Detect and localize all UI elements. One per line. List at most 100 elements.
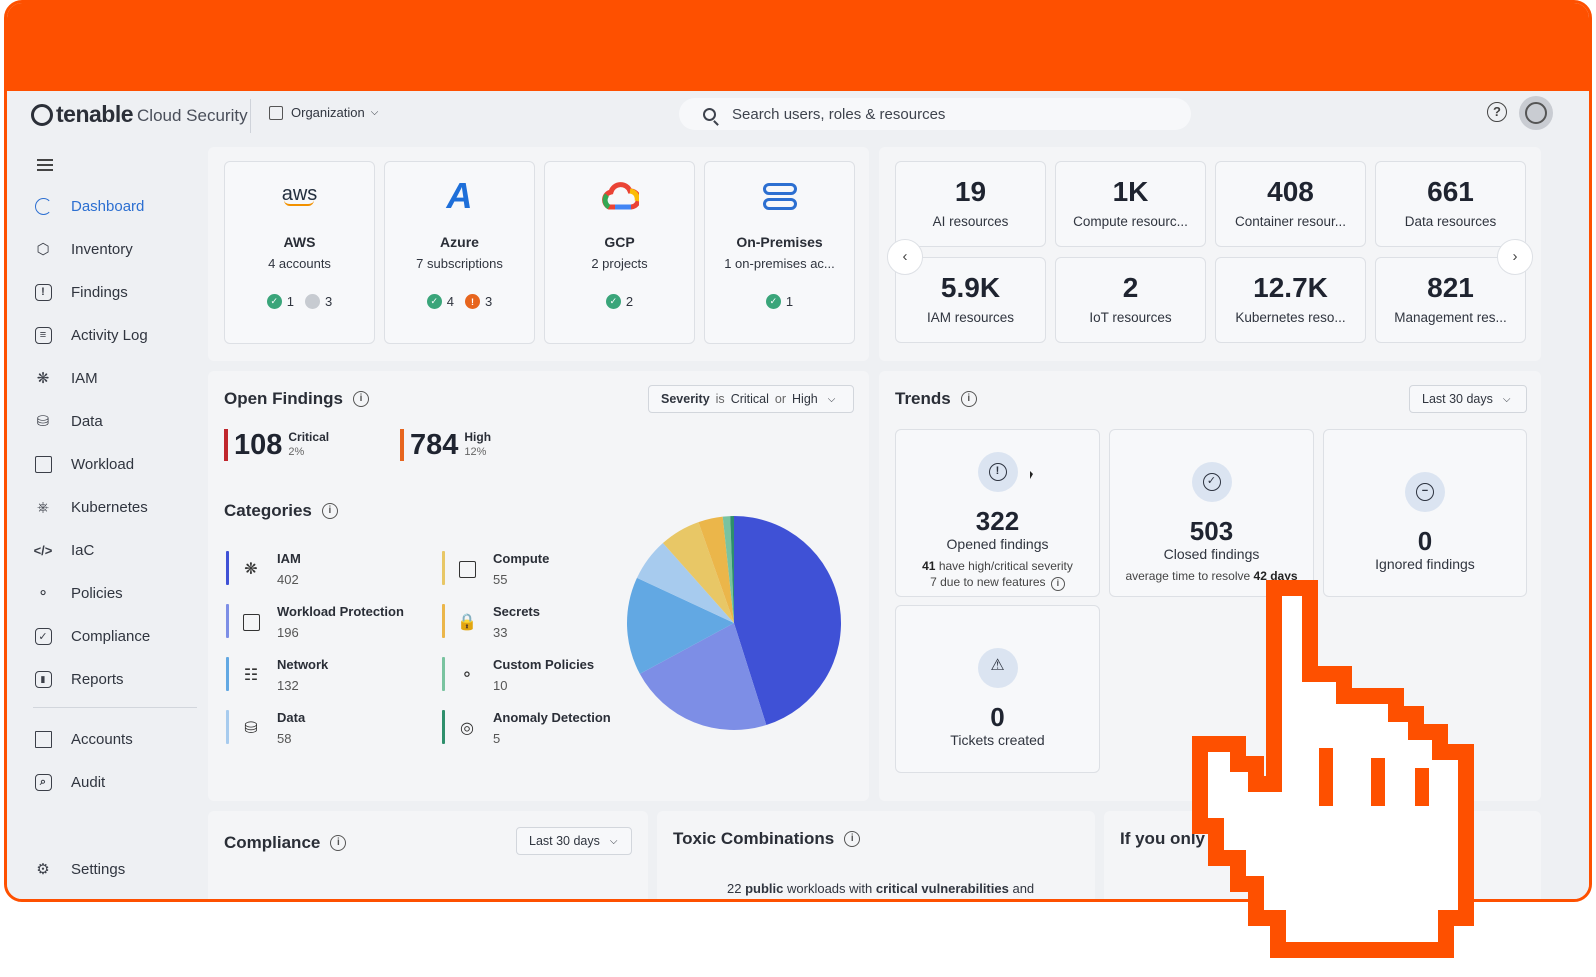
toxic-combination-item[interactable]: 22 public workloads with critical vulner… [727,881,1035,896]
category-count: 196 [277,625,299,640]
sidebar-item-iac[interactable]: </> IaC [29,533,199,567]
toxic-title: Toxic Combinations i [673,829,861,849]
tenable-logo[interactable]: tenable Cloud Security [31,101,248,128]
trend-opened-findings[interactable]: ! 322 Opened findings 41 have high/criti… [895,429,1100,597]
chip-icon [239,610,263,634]
pie-slice-iam[interactable] [734,516,841,726]
high-count[interactable]: 784 High 12% [400,429,491,461]
sidebar-item-activity-log[interactable]: ≡ Activity Log [29,318,199,352]
cloud-card-aws[interactable]: aws AWS 4 accounts ✓ 1 3 [224,161,375,344]
sidebar-item-data[interactable]: ⛁ Data [29,404,199,438]
info-icon[interactable]: i [353,391,369,407]
info-icon[interactable]: i [321,503,338,519]
help-icon[interactable]: ? [1487,102,1507,122]
sidebar-item-findings[interactable]: ! Findings [29,275,199,309]
info-icon[interactable]: i [1050,577,1065,591]
category-secrets[interactable]: 🔒 Secrets 33 [442,604,540,644]
sidebar-item-iam[interactable]: ❋ IAM [29,361,199,395]
sidebar-item-reports[interactable]: ▮ Reports [29,662,199,696]
sidebar-item-label: Settings [71,860,126,878]
category-custom-policies[interactable]: ⚬ Custom Policies 10 [442,657,594,697]
cloud-sub: 1 on-premises ac... [724,256,835,271]
carousel-prev-button[interactable]: ‹ [887,239,923,275]
chevron-down-icon: ⌵ [370,107,379,118]
filter-or: or [774,392,787,406]
compliance-range-select[interactable]: Last 30 days ⌵ [516,827,632,855]
sidebar-item-kubernetes[interactable]: ⎈ Kubernetes [29,490,199,524]
cloud-status: ✓ 1 [705,294,854,309]
pie-slice-anomaly-detection[interactable] [730,516,734,623]
avatar[interactable] [1519,96,1553,130]
search-input[interactable]: Search users, roles & resources [732,105,946,123]
resource-count: 12.7K [1253,272,1328,303]
trend-value: 322 [975,506,1020,536]
severity-filter[interactable]: Severity is Critical or High ⌵ [648,385,854,413]
chart-icon: ▮ [33,669,53,689]
pie-slice-workload-protection[interactable] [639,623,767,730]
category-anomaly-detection[interactable]: ◎ Anomaly Detection 5 [442,710,611,750]
resource-card[interactable]: 1K Compute resourc... [1055,161,1206,247]
resource-card[interactable]: 5.9K IAM resources [895,257,1046,343]
sidebar-item-compliance[interactable]: ✓ Compliance [29,619,199,653]
category-workload-protection[interactable]: Workload Protection 196 [226,604,404,644]
trends-range-select[interactable]: Last 30 days ⌵ [1409,385,1527,413]
category-name: Workload Protection [277,604,404,619]
sidebar-item-settings[interactable]: ⚙ Settings [29,852,199,886]
category-name: Custom Policies [493,657,595,672]
pie-slice-network[interactable] [627,577,734,674]
product-name: Cloud Security [137,106,248,125]
category-color-bar [226,710,229,744]
pie-slice-secrets[interactable] [698,516,734,623]
trend-label: Ignored findings [1375,556,1475,572]
resource-card[interactable]: 821 Management res... [1375,257,1526,343]
cube-icon: ⬡ [36,241,50,258]
cloud-name: On-Premises [736,234,823,250]
resource-card[interactable]: 2 IoT resources [1055,257,1206,343]
resource-label: Container resour... [1234,214,1347,229]
category-network[interactable]: ☷ Network 132 [226,657,328,697]
category-compute[interactable]: Compute 55 [442,551,549,591]
sidebar-item-accounts[interactable]: Accounts [29,722,199,756]
category-iam[interactable]: ❋ IAM 402 [226,551,301,591]
trends-title: Trends i [895,389,977,409]
cloud-card-azure[interactable]: A Azure 7 subscriptions ✓ 4 ! 3 [384,161,535,344]
category-count: 55 [493,572,508,587]
sidebar-item-policies[interactable]: ⚬ Policies [29,576,199,610]
pie-slice-compute[interactable] [662,522,734,623]
category-data[interactable]: ⛁ Data 58 [226,710,305,750]
organization-selector[interactable]: Organization ⌵ [269,105,378,120]
info-icon[interactable]: i [960,391,977,407]
open-findings-panel: Open Findings i Severity is Critical or … [208,371,869,801]
sidebar-item-workload[interactable]: Workload [29,447,199,481]
resource-card[interactable]: 408 Container resour... [1215,161,1366,247]
global-search[interactable]: Search users, roles & resources [679,98,1191,130]
trend-closed-findings[interactable]: ✓ 503 Closed findings average time to re… [1109,429,1314,597]
server-icon [705,176,854,216]
resource-card[interactable]: 661 Data resources [1375,161,1526,247]
pie-slice-data[interactable] [636,543,734,623]
critical-count[interactable]: 108 Critical 2% [224,429,329,461]
check-icon: ✓ [765,294,781,309]
carousel-next-button[interactable]: › [1497,239,1533,275]
cloud-card-gcp[interactable]: GCP 2 projects ✓ 2 [544,161,695,344]
cloud-name: AWS [283,234,316,250]
cloud-card-on-premises[interactable]: On-Premises 1 on-premises ac... ✓ 1 [704,161,855,344]
sidebar-item-dashboard[interactable]: Dashboard [29,189,199,223]
menu-icon[interactable] [37,159,53,174]
trend-ignored-findings[interactable]: − 0 Ignored findings [1323,429,1527,597]
pie-slice-custom-policies[interactable] [722,516,734,623]
sidebar-item-label: Audit [71,773,106,791]
sidebar-item-label: Accounts [71,730,133,748]
sidebar-item-audit[interactable]: ⌕ Audit [29,765,199,799]
filter-field: Severity [661,392,710,406]
info-icon[interactable]: i [844,831,861,847]
cloud-accounts-panel: aws AWS 4 accounts ✓ 1 3 A Azure 7 subscr… [208,147,869,361]
lock-icon: 🔒 [457,614,477,631]
resource-card[interactable]: 12.7K Kubernetes reso... [1215,257,1366,343]
category-count: 10 [493,678,508,693]
trend-tickets-created[interactable]: ⚠ 0 Tickets created [895,605,1100,773]
sidebar-item-inventory[interactable]: ⬡ Inventory [29,232,199,266]
resource-card[interactable]: 19 AI resources [895,161,1046,247]
info-icon[interactable]: i [330,835,347,851]
warning-icon: ! [465,294,480,309]
